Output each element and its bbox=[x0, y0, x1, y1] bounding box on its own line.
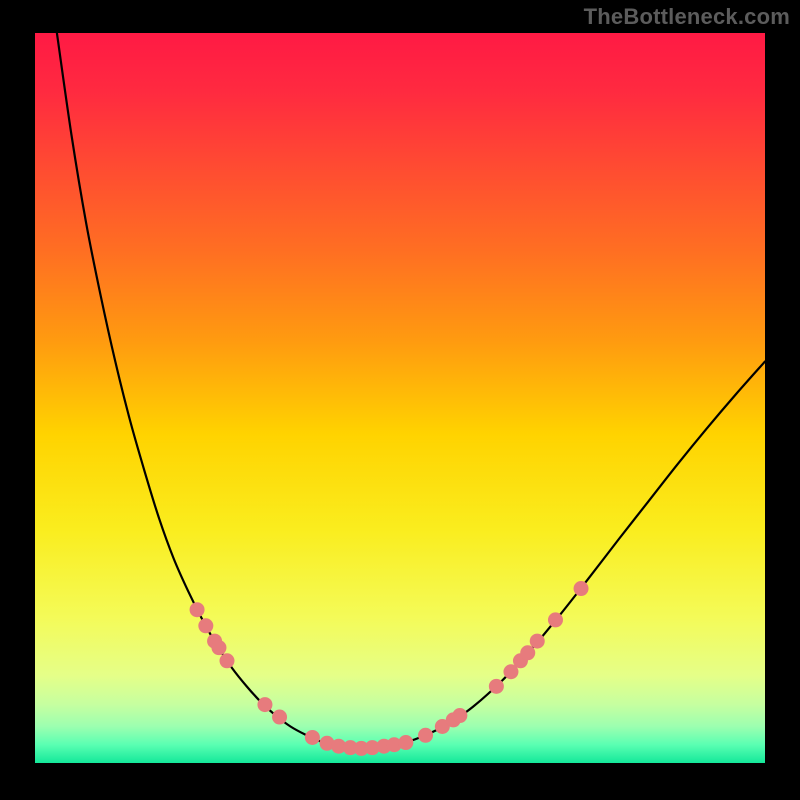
data-marker bbox=[198, 618, 213, 633]
data-marker bbox=[398, 735, 413, 750]
data-marker bbox=[219, 653, 234, 668]
chart-container: TheBottleneck.com bbox=[0, 0, 800, 800]
data-marker bbox=[257, 697, 272, 712]
plot-area bbox=[35, 33, 765, 763]
data-marker bbox=[452, 708, 467, 723]
gradient-background bbox=[35, 33, 765, 763]
data-marker bbox=[305, 730, 320, 745]
data-marker bbox=[190, 602, 205, 617]
data-marker bbox=[548, 612, 563, 627]
attribution-label: TheBottleneck.com bbox=[584, 4, 790, 30]
chart-svg bbox=[35, 33, 765, 763]
data-marker bbox=[489, 679, 504, 694]
data-marker bbox=[418, 728, 433, 743]
data-marker bbox=[272, 710, 287, 725]
data-marker bbox=[530, 634, 545, 649]
data-marker bbox=[520, 645, 535, 660]
data-marker bbox=[574, 581, 589, 596]
data-marker bbox=[211, 640, 226, 655]
